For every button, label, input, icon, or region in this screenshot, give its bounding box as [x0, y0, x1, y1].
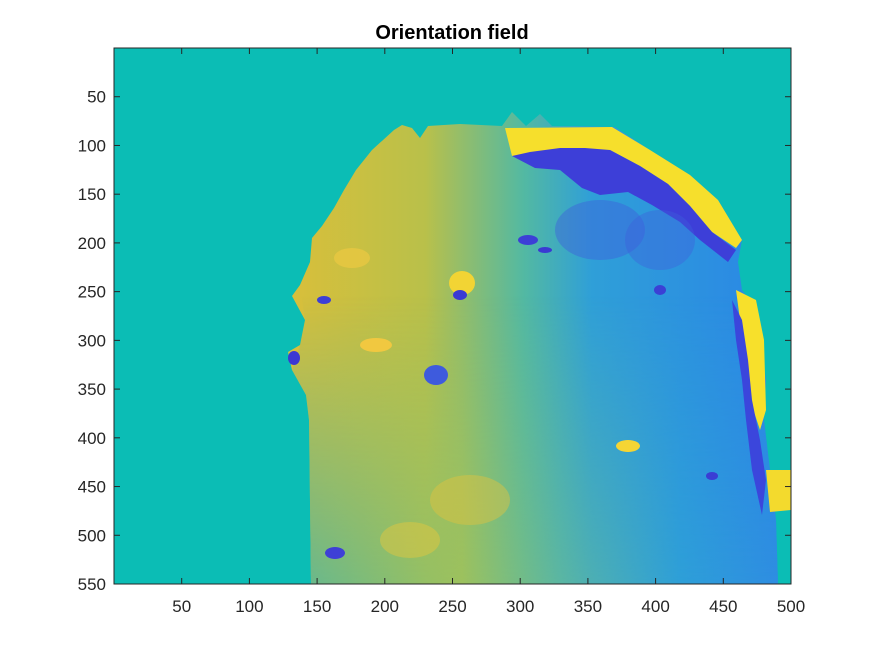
y-tick-label: 550 — [78, 575, 106, 594]
patch — [625, 210, 695, 270]
chart-title: Orientation field — [375, 22, 528, 44]
y-tick-label: 100 — [78, 136, 106, 155]
x-axis: 50 100 150 200 250 300 350 400 450 500 — [172, 48, 805, 616]
patch — [555, 200, 645, 260]
y-tick-label: 350 — [78, 380, 106, 399]
y-tick-label: 400 — [78, 429, 106, 448]
x-tick-label: 350 — [574, 597, 602, 616]
y-tick-label: 150 — [78, 185, 106, 204]
boundary-positive-band — [505, 127, 742, 248]
heatmap-image — [288, 112, 791, 584]
patch — [706, 472, 718, 480]
x-tick-label: 450 — [709, 597, 737, 616]
patch — [334, 248, 370, 268]
boundary-positive-band-lower — [766, 470, 791, 512]
y-tick-label: 500 — [78, 526, 106, 545]
y-tick-label: 200 — [78, 234, 106, 253]
patch — [325, 547, 345, 559]
x-tick-label: 250 — [438, 597, 466, 616]
field-region-lower — [292, 262, 778, 584]
x-tick-label: 400 — [641, 597, 669, 616]
patch — [449, 271, 475, 295]
patch — [317, 296, 331, 304]
patch — [430, 475, 510, 525]
x-tick-label: 300 — [506, 597, 534, 616]
y-tick-label: 250 — [78, 283, 106, 302]
boundary-negative-band — [512, 148, 736, 262]
y-tick-label: 450 — [78, 478, 106, 497]
patch — [538, 247, 552, 253]
patch — [654, 285, 666, 295]
boundary-positive-band-right — [736, 290, 766, 430]
y-tick-label: 300 — [78, 331, 106, 350]
patch — [380, 522, 440, 558]
patch — [518, 235, 538, 245]
x-tick-label: 150 — [303, 597, 331, 616]
boundary-negative-band-right — [732, 300, 766, 515]
patch — [453, 290, 467, 300]
patch — [288, 351, 300, 365]
x-tick-label: 500 — [777, 597, 805, 616]
patch — [360, 338, 392, 352]
y-axis: 50 100 150 200 250 300 350 400 450 500 550 — [78, 88, 791, 594]
patch — [616, 440, 640, 452]
x-tick-label: 200 — [371, 597, 399, 616]
x-tick-label: 50 — [172, 597, 191, 616]
x-tick-label: 100 — [235, 597, 263, 616]
patch — [424, 365, 448, 385]
y-tick-label: 50 — [87, 88, 106, 107]
